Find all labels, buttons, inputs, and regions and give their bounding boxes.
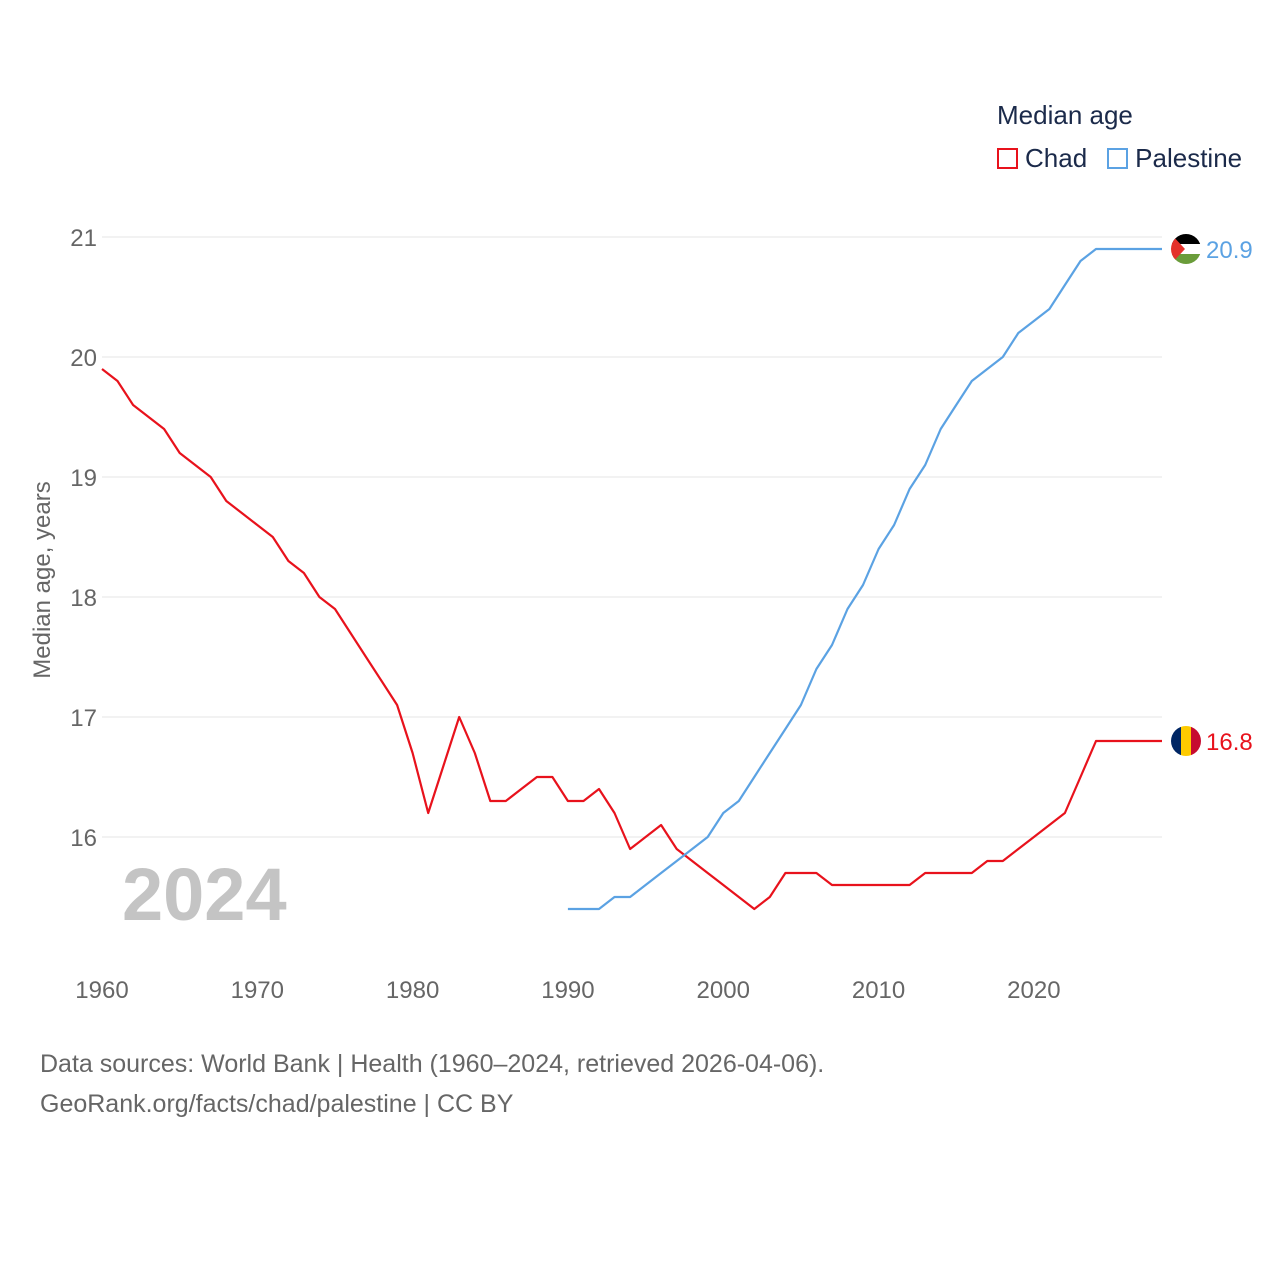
y-tick-label: 21 [70,225,97,252]
y-tick-label: 19 [70,465,97,492]
x-tick-label: 2000 [697,977,750,1004]
footer: Data sources: World Bank | Health (1960–… [40,1044,824,1124]
x-tick-label: 1960 [75,977,128,1004]
x-tick-labels: 1960 1970 1980 1990 2000 2010 2020 [75,977,1060,1004]
attribution-text: GeoRank.org/facts/chad/palestine | CC BY [40,1090,514,1118]
legend-label-palestine: Palestine [1135,143,1243,173]
data-sources-text: Data sources: World Bank | Health (1960–… [40,1050,825,1078]
chad-flag-icon [1171,726,1201,756]
legend-item-palestine[interactable]: Palestine [1107,143,1242,174]
end-value-label-chad: 16.8 [1206,729,1253,756]
series-line-palestine [567,247,1162,911]
legend: Chad Palestine [997,143,1262,174]
x-tick-label: 1990 [541,977,594,1004]
legend-swatch-chad [997,148,1018,169]
y-axis-label: Median age, years [29,481,56,678]
y-tick-label: 18 [70,585,97,612]
y-tick-label: 17 [70,705,97,732]
legend-title: Median age [997,100,1133,130]
palestine-flag-icon [1171,234,1201,264]
x-tick-label: 2020 [1007,977,1060,1004]
legend-label-chad: Chad [1025,143,1088,173]
x-tick-label: 1970 [231,977,284,1004]
gridlines [102,236,1162,838]
end-markers: 16.8 20.9 [1171,234,1253,756]
end-value-label-palestine: 20.9 [1206,237,1253,264]
x-tick-label: 1980 [386,977,439,1004]
y-tick-label: 20 [70,345,97,372]
legend-item-chad[interactable]: Chad [997,143,1087,174]
year-watermark: 2024 [122,853,287,936]
series-lines [101,247,1162,911]
series-line-chad [101,368,1162,911]
y-tick-label: 16 [70,825,97,852]
x-tick-label: 2010 [852,977,905,1004]
legend-swatch-palestine [1107,148,1129,169]
y-tick-labels: 16 17 18 19 20 21 [70,225,97,852]
